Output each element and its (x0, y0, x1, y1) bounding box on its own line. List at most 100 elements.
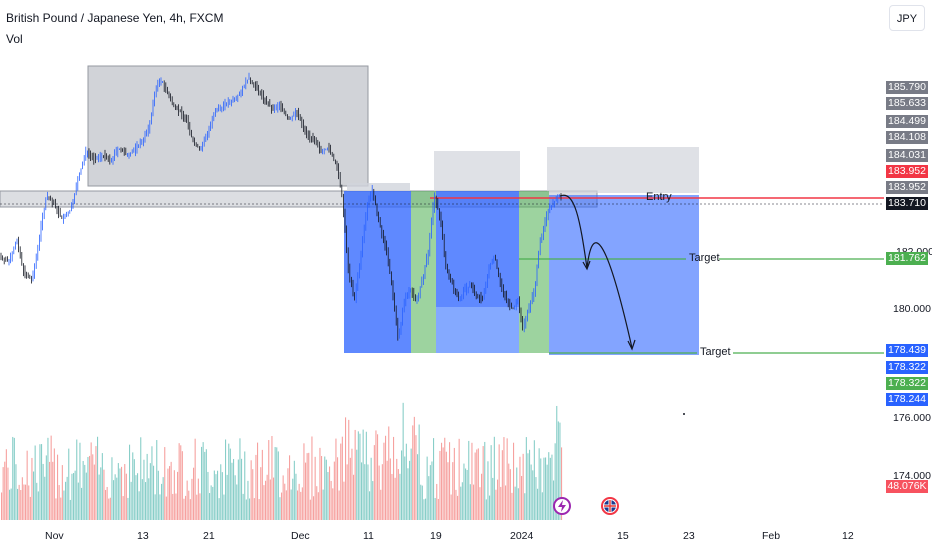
volume-bar (434, 497, 436, 520)
price-tag: 183.952 (886, 165, 928, 178)
volume-bar (556, 405, 558, 520)
time-axis-label: 2024 (510, 530, 534, 542)
volume-bar (351, 448, 353, 520)
volume-bar (210, 485, 212, 520)
volume-bar (212, 486, 214, 520)
time-axis-label: 23 (683, 530, 695, 542)
volume-bar (138, 491, 140, 520)
volume-bar (303, 443, 305, 520)
currency-button[interactable]: JPY (889, 5, 925, 31)
volume-bar (401, 450, 403, 520)
price-tag: 183.710 (886, 197, 928, 210)
volume-bar (346, 464, 348, 520)
arrowhead-1 (582, 260, 591, 271)
volume-bar (202, 442, 204, 520)
volume-bar (505, 485, 507, 520)
volume-bar (31, 457, 33, 520)
volume-bar (221, 472, 223, 520)
volume-bar (399, 473, 401, 520)
volume-bar (135, 475, 137, 520)
volume-bar (333, 461, 335, 520)
volume-bar (15, 464, 17, 520)
price-tag: 178.244 (886, 393, 928, 406)
volume-bar (228, 443, 230, 520)
volume-bar (69, 499, 71, 520)
volume-bar (237, 459, 239, 520)
lightning-icon[interactable] (553, 497, 571, 515)
volume-bar (34, 445, 36, 520)
volume-bar (327, 472, 329, 520)
volume-bar (151, 446, 153, 520)
price-tag: 178.322 (886, 361, 928, 374)
volume-bar (129, 444, 131, 520)
volume-bar (145, 482, 147, 520)
volume-bar (453, 447, 455, 520)
volume-bar (389, 458, 391, 520)
volume-bar (386, 460, 388, 520)
volume-bar (378, 465, 380, 520)
volume-bar (261, 449, 263, 520)
volume-indicator-label[interactable]: Vol (6, 32, 23, 46)
symbol-title[interactable]: British Pound / Japanese Yen, 4h, FXCM (6, 11, 224, 25)
volume-bar (474, 452, 476, 520)
price-tag: 184.108 (886, 131, 928, 144)
candles-group (0, 72, 562, 341)
volume-bar (9, 489, 11, 520)
volume-bar (533, 440, 535, 520)
volume-bar (53, 448, 55, 520)
volume-bar (89, 455, 91, 520)
volume-bar (271, 436, 273, 520)
volume-bar (45, 455, 47, 520)
volume-bars-group (1, 402, 563, 520)
zone-gray-small (347, 183, 410, 191)
volume-bar (397, 469, 399, 520)
volume-bar (189, 499, 191, 520)
volume-bar (321, 456, 323, 520)
volume-bar (108, 498, 110, 520)
volume-bar (215, 474, 217, 520)
volume-bar (281, 492, 283, 520)
volume-bar (540, 458, 542, 520)
volume-bar (90, 442, 92, 520)
volume-bar (557, 421, 559, 520)
price-axis-label: 180.000 (893, 303, 931, 315)
volume-bar (199, 493, 201, 520)
volume-bar (298, 483, 300, 520)
volume-bar (367, 464, 369, 520)
volume-bar (249, 498, 251, 520)
volume-bar (359, 433, 361, 520)
volume-bar (257, 442, 259, 520)
volume-bar (50, 435, 52, 520)
zone-green-2 (519, 191, 549, 353)
volume-bar (33, 471, 35, 520)
volume-bar (388, 426, 390, 520)
volume-bar (194, 438, 196, 520)
volume-bar (113, 480, 115, 520)
entry-label: Entry (646, 191, 672, 203)
volume-bar (77, 482, 79, 520)
volume-bar (68, 448, 70, 520)
price-tag: 183.952 (886, 181, 928, 194)
volume-bar (130, 481, 132, 520)
volume-bar (458, 438, 460, 520)
volume-bar (450, 494, 452, 520)
volume-bar (551, 454, 553, 520)
volume-bar (2, 467, 4, 520)
volume-bar (529, 449, 531, 520)
volume-bar (260, 467, 262, 520)
zone-blue-2b (436, 307, 519, 353)
target-label-1: Target (689, 252, 720, 264)
volume-bar (373, 445, 375, 520)
volume-bar (415, 435, 417, 520)
uk-flag-icon[interactable] (601, 497, 619, 515)
volume-bar (124, 464, 126, 520)
symbol-header[interactable]: British Pound / Japanese Yen, 4h, FXCM V… (6, 11, 223, 46)
volume-bar (201, 446, 203, 520)
zone-blue-1 (344, 191, 411, 353)
volume-bar (521, 475, 523, 520)
volume-bar (463, 463, 465, 520)
volume-bar (537, 488, 539, 520)
volume-bar (319, 447, 321, 520)
